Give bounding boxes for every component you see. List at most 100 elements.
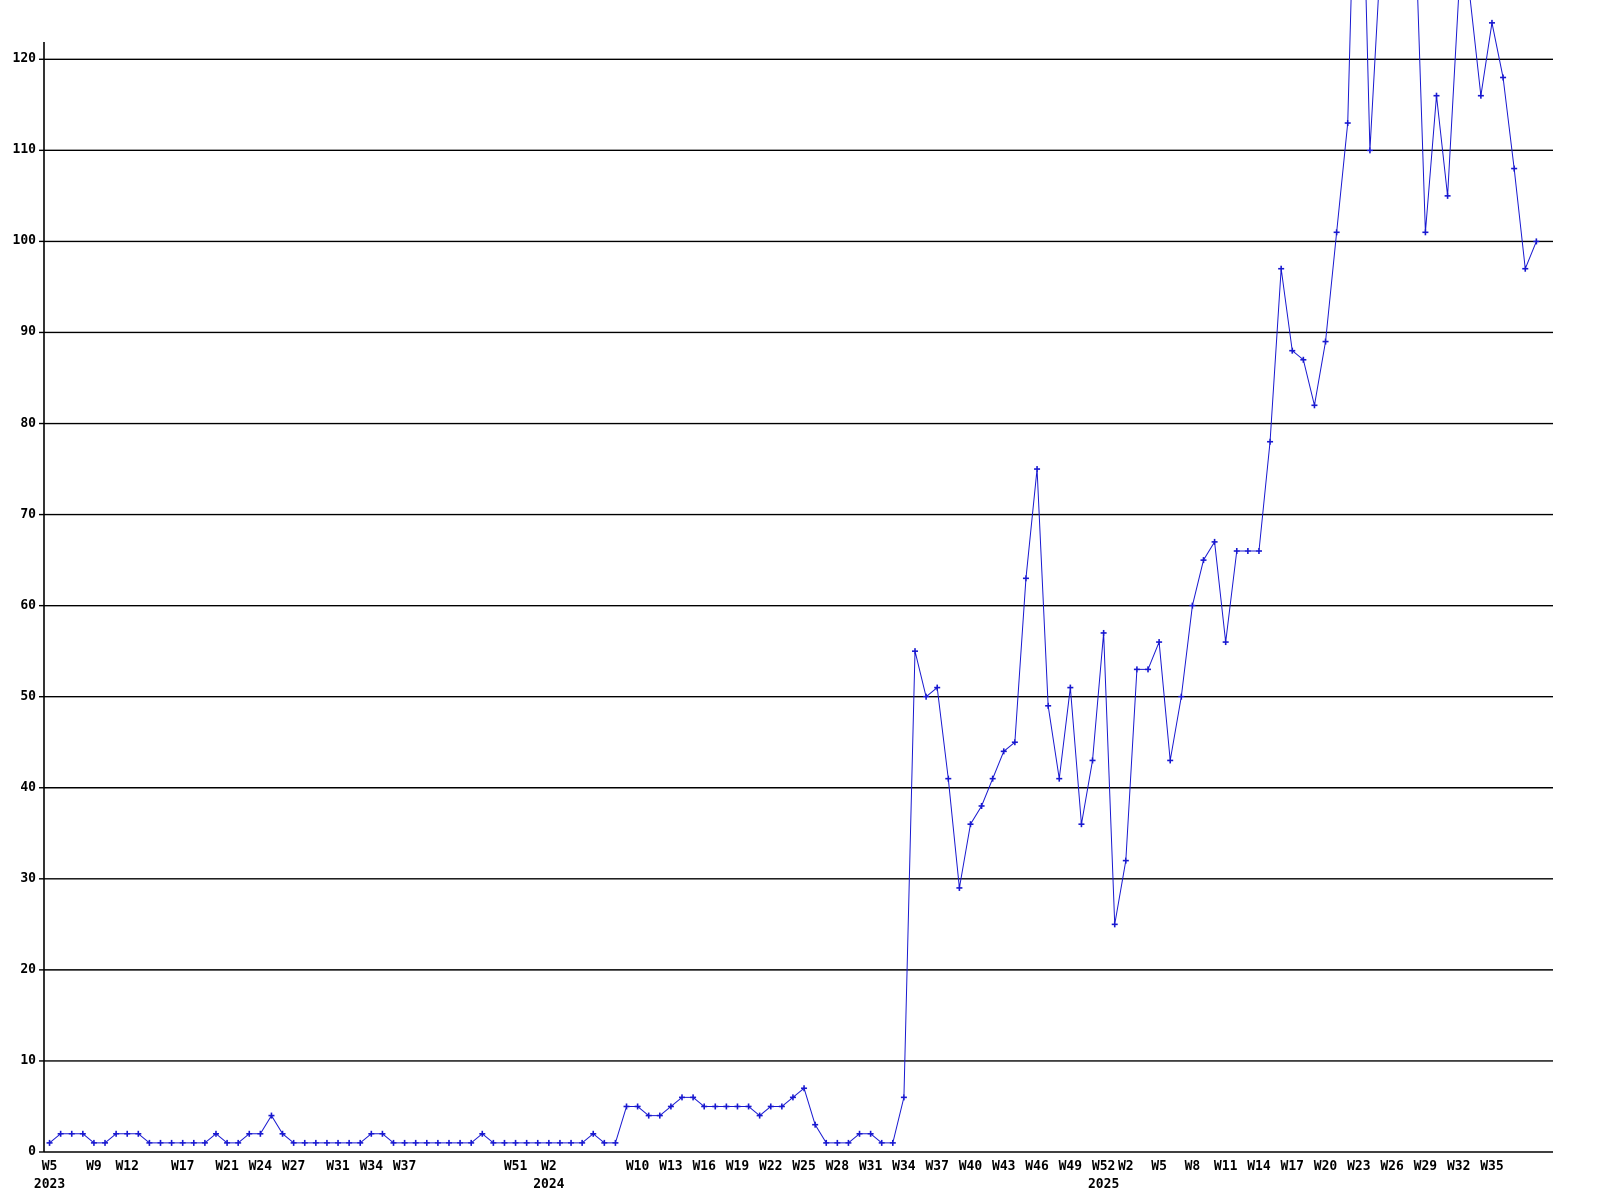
x-tick-label: W9 bbox=[86, 1159, 102, 1174]
data-point-marker bbox=[423, 1139, 430, 1146]
x-tick-label: W28 bbox=[825, 1159, 850, 1174]
y-tick-label: 60 bbox=[20, 597, 36, 613]
data-point-marker bbox=[634, 1103, 641, 1110]
data-point-marker bbox=[1189, 602, 1196, 609]
data-point-marker bbox=[401, 1139, 408, 1146]
data-point-marker bbox=[934, 684, 941, 691]
data-point-marker bbox=[1522, 265, 1529, 272]
x-tick-label: W16 bbox=[692, 1159, 716, 1174]
data-point-marker bbox=[501, 1139, 508, 1146]
data-point-marker bbox=[1278, 265, 1285, 272]
data-point-marker bbox=[889, 1139, 896, 1146]
data-point-marker bbox=[1211, 538, 1218, 545]
data-point-marker bbox=[1078, 821, 1085, 828]
data-point-marker bbox=[357, 1139, 364, 1146]
data-point-marker bbox=[512, 1139, 519, 1146]
y-gridlines bbox=[44, 58, 1553, 1062]
data-point-marker bbox=[1034, 466, 1041, 473]
data-point-marker bbox=[767, 1103, 774, 1110]
data-point-marker bbox=[734, 1103, 741, 1110]
data-point-marker bbox=[102, 1139, 109, 1146]
data-point-marker bbox=[678, 1094, 685, 1101]
data-point-marker bbox=[1433, 92, 1440, 99]
data-point-marker bbox=[246, 1130, 253, 1137]
data-point-marker bbox=[235, 1139, 242, 1146]
x-tick-label: W46 bbox=[1025, 1159, 1049, 1174]
data-point-marker bbox=[368, 1130, 375, 1137]
x-tick-label: W14 bbox=[1247, 1159, 1271, 1174]
x-tick-label: W8 bbox=[1184, 1159, 1201, 1174]
data-point-marker bbox=[1244, 548, 1251, 555]
data-point-marker bbox=[1267, 438, 1274, 445]
x-tick-label: W10 bbox=[625, 1159, 650, 1174]
x-tick-label: W52 bbox=[1091, 1159, 1116, 1174]
data-point-marker bbox=[545, 1139, 552, 1146]
data-point-marker bbox=[79, 1130, 86, 1137]
y-tick-label: 20 bbox=[20, 961, 36, 977]
x-tick-label: W49 bbox=[1058, 1159, 1083, 1174]
x-tick-label: W5 bbox=[1151, 1159, 1167, 1174]
y-tick-label: 100 bbox=[12, 233, 36, 249]
x-tick-label: W31 bbox=[326, 1159, 350, 1174]
data-point-marker bbox=[1011, 739, 1018, 746]
data-point-marker bbox=[1022, 575, 1029, 582]
data-point-marker bbox=[1045, 702, 1052, 709]
data-point-marker bbox=[1133, 666, 1140, 673]
x-tick-label: W17 bbox=[1280, 1159, 1304, 1174]
data-point-marker bbox=[667, 1103, 674, 1110]
data-point-marker bbox=[379, 1130, 386, 1137]
data-point-marker bbox=[312, 1139, 319, 1146]
data-point-marker bbox=[590, 1130, 597, 1137]
y-tick-label: 30 bbox=[20, 870, 36, 886]
data-point-marker bbox=[124, 1130, 131, 1137]
data-point-marker bbox=[1322, 338, 1329, 345]
data-point-marker bbox=[1100, 629, 1107, 636]
data-point-marker bbox=[1111, 921, 1118, 928]
x-tick-label: W25 bbox=[792, 1159, 816, 1174]
data-point-marker bbox=[690, 1094, 697, 1101]
data-point-marker bbox=[723, 1103, 730, 1110]
x-axis-year-label: 2025 bbox=[1087, 1177, 1120, 1192]
data-point-marker bbox=[68, 1130, 75, 1137]
chart-axes bbox=[43, 42, 1553, 1153]
x-axis-year-label: 2024 bbox=[533, 1177, 565, 1192]
data-point-marker bbox=[778, 1103, 785, 1110]
x-tick-label: W20 bbox=[1313, 1159, 1338, 1174]
x-tick-label: W13 bbox=[659, 1159, 683, 1174]
data-point-marker bbox=[468, 1139, 475, 1146]
data-point-marker bbox=[212, 1130, 219, 1137]
data-point-marker bbox=[445, 1139, 452, 1146]
data-point-marker bbox=[812, 1121, 819, 1128]
data-point-marker bbox=[1089, 757, 1096, 764]
data-point-marker bbox=[745, 1103, 752, 1110]
x-tick-label: W19 bbox=[725, 1159, 750, 1174]
x-tick-label: W31 bbox=[858, 1159, 883, 1174]
x-tick-label: W32 bbox=[1446, 1159, 1471, 1174]
data-point-marker bbox=[457, 1139, 464, 1146]
data-point-marker bbox=[1444, 192, 1451, 199]
x-tick-label: W11 bbox=[1213, 1159, 1238, 1174]
data-point-marker bbox=[1200, 557, 1207, 564]
data-point-marker bbox=[1488, 19, 1495, 26]
x-tick-label: W12 bbox=[115, 1159, 139, 1174]
data-point-marker bbox=[346, 1139, 353, 1146]
data-point-marker bbox=[834, 1139, 841, 1146]
data-point-marker bbox=[1422, 229, 1429, 236]
data-point-marker bbox=[479, 1130, 486, 1137]
x-tick-label: W5 bbox=[41, 1159, 58, 1174]
data-point-marker bbox=[201, 1139, 208, 1146]
x-tick-label: W34 bbox=[359, 1159, 384, 1174]
data-series-markers bbox=[46, 19, 1540, 1146]
data-point-marker bbox=[556, 1139, 563, 1146]
y-tick-label: 110 bbox=[12, 142, 36, 158]
data-point-marker bbox=[412, 1139, 419, 1146]
data-point-marker bbox=[279, 1130, 286, 1137]
data-point-marker bbox=[656, 1112, 663, 1119]
data-point-marker bbox=[1178, 693, 1185, 700]
data-point-marker bbox=[568, 1139, 575, 1146]
data-point-marker bbox=[90, 1139, 97, 1146]
x-tick-label: W26 bbox=[1380, 1159, 1404, 1174]
data-point-marker bbox=[1300, 356, 1307, 363]
data-series-line bbox=[49, 0, 1537, 1144]
